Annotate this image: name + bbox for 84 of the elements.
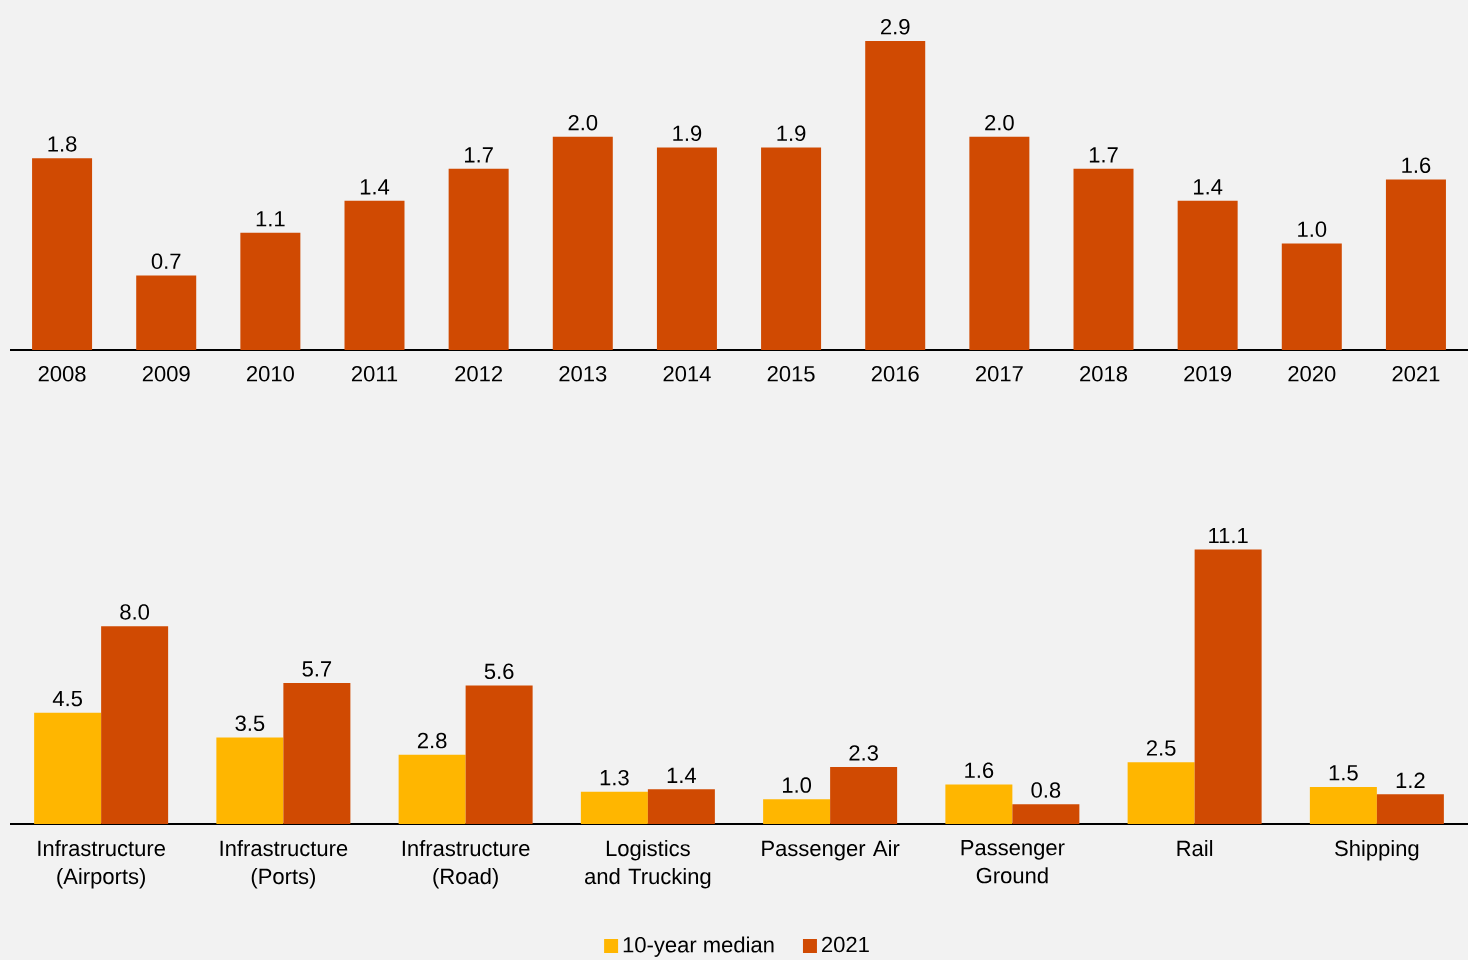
bar [34, 712, 102, 824]
x-tick-label: Rail [1177, 840, 1213, 857]
data-label: 1.4 [1194, 179, 1223, 195]
bar [465, 685, 533, 824]
data-label: 2.0 [568, 114, 598, 131]
bar [552, 136, 613, 350]
data-label: 0.7 [151, 253, 181, 269]
data-label: 1.5 [1329, 765, 1358, 781]
data-label: 0.8 [1031, 782, 1061, 798]
bar [1385, 179, 1446, 350]
x-tick-label: 2014 [663, 366, 711, 382]
x-tick-label: Shipping [1335, 840, 1419, 861]
data-label: 1.1 [256, 211, 285, 227]
data-label: 1.4 [667, 767, 697, 783]
bar [398, 754, 466, 824]
bar [1177, 200, 1238, 350]
data-label: 2.5 [1146, 740, 1176, 756]
bar [344, 200, 405, 350]
x-tick-label: Infrastructure (Ports) [220, 840, 348, 889]
bar [865, 40, 926, 350]
data-label: 5.6 [484, 663, 514, 680]
x-tick-label: 2015 [767, 366, 815, 382]
bar [216, 737, 284, 824]
data-label: 1.0 [1298, 221, 1327, 238]
data-label: 1.6 [965, 762, 994, 779]
x-tick-label: 2009 [142, 366, 190, 382]
data-label: 1.9 [777, 125, 806, 142]
data-label: 1.7 [1089, 147, 1118, 163]
bar [830, 767, 898, 824]
bar [969, 136, 1030, 350]
data-label: 1.0 [782, 777, 812, 793]
x-tick-label: 2017 [975, 366, 1023, 382]
bar [1281, 243, 1342, 350]
legend-label: 10-year median [623, 936, 774, 957]
bar [101, 626, 169, 824]
bar [1309, 786, 1377, 824]
x-tick-label: Passenger Ground [961, 840, 1065, 884]
legend-label: 2021 [822, 936, 869, 953]
bar [136, 275, 197, 350]
x-tick-label: 2013 [559, 366, 607, 382]
data-label: 4.5 [52, 690, 82, 707]
x-tick-label: 2011 [351, 366, 398, 382]
data-label: 1.6 [1402, 157, 1431, 174]
x-tick-label: 2008 [38, 366, 86, 382]
data-label: 1.7 [465, 147, 493, 163]
x-tick-label: 2012 [455, 366, 503, 382]
bar [580, 791, 648, 824]
bar [945, 784, 1013, 824]
data-label: 3.5 [235, 715, 265, 732]
bar [1194, 549, 1262, 824]
x-tick-label: 2016 [871, 366, 919, 382]
x-tick-label: 2018 [1080, 366, 1127, 382]
x-tick-label: Infrastructure (Road) [402, 840, 530, 889]
bar [240, 232, 301, 350]
data-label: 2.3 [849, 745, 878, 761]
data-label: 8.0 [120, 604, 150, 620]
bar [761, 147, 822, 350]
bar [283, 683, 351, 824]
bar [1012, 804, 1080, 824]
bar [32, 158, 93, 350]
data-label: 2.9 [881, 18, 910, 35]
data-label: 2.8 [417, 732, 447, 749]
x-tick-label: 2021 [1392, 366, 1440, 382]
data-label: 1.8 [48, 136, 77, 152]
data-label: 11.1 [1209, 527, 1248, 544]
bar [763, 799, 831, 824]
bar [1376, 794, 1444, 824]
bar [656, 147, 717, 350]
bar [1127, 762, 1195, 824]
x-tick-label: Logistics and Trucking [585, 840, 711, 889]
x-tick-label: 2019 [1184, 366, 1232, 382]
x-tick-label: Passenger Air [762, 840, 900, 861]
data-label: 2.0 [985, 114, 1014, 131]
bar [448, 168, 509, 350]
bar [647, 789, 715, 824]
data-label: 1.4 [360, 179, 390, 195]
x-tick-label: 2010 [246, 366, 294, 382]
x-tick-label: 2020 [1288, 366, 1336, 382]
data-label: 1.9 [673, 125, 702, 142]
x-tick-label: Infrastructure (Airports) [38, 840, 165, 889]
bar [1073, 168, 1134, 350]
data-label: 5.7 [302, 661, 332, 677]
data-label: 1.2 [1396, 772, 1425, 788]
data-label: 1.3 [600, 769, 629, 786]
